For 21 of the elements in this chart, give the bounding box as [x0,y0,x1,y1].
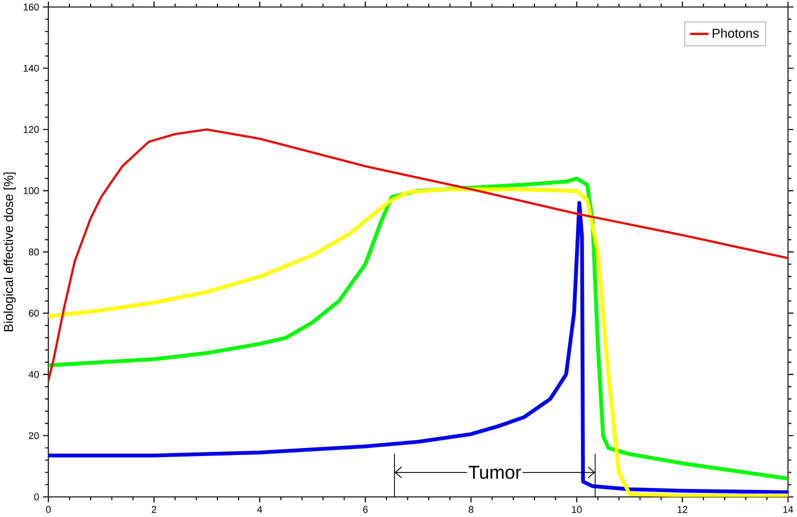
annotation: Tumor [468,466,522,480]
y-tick-label: 160 [24,4,39,11]
legend-label: Photons [712,28,759,38]
x-tick-label: 12 [678,506,688,514]
y-tick-label: 0 [34,494,39,501]
y-tick-label: 80 [28,248,39,256]
y-tick-label: 140 [24,65,39,72]
y-tick-label: 40 [28,371,39,378]
x-tick-label: 14 [783,506,794,513]
x-tick-label: 4 [257,506,262,513]
x-tick-label: 6 [363,506,368,514]
x-tick-label: 10 [572,506,582,514]
x-tick-label: 0 [46,506,51,514]
y-tick-label: 100 [24,188,39,194]
y-axis-title: Biological effective dose [%] [4,172,16,332]
x-tick-label: 2 [152,506,156,514]
y-tick-label: 60 [28,310,39,317]
y-tick-label: 20 [28,432,39,440]
x-tick-label: 8 [468,506,474,514]
y-tick-label: 120 [24,126,39,134]
line-series [48,128,788,382]
